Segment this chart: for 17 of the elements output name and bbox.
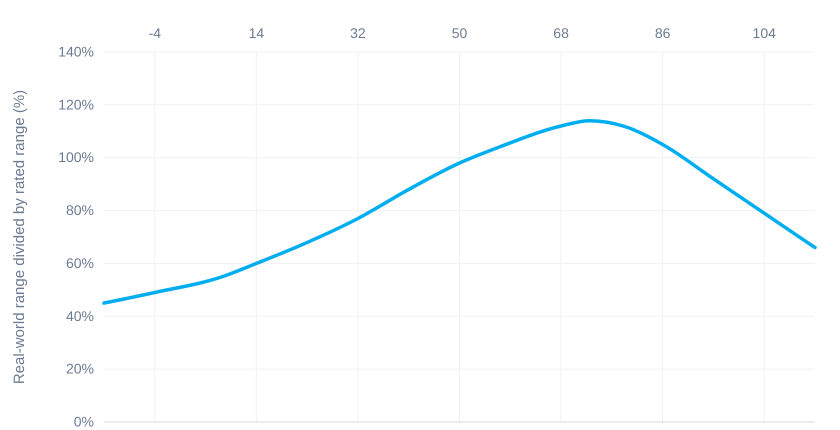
- x-tick-label: -4: [148, 25, 162, 41]
- y-tick-label: 0%: [74, 413, 94, 430]
- y-axis-title: Real-world range divided by rated range (%): [11, 90, 28, 384]
- x-tick-label: 104: [752, 25, 776, 41]
- y-tick-label: 140%: [58, 43, 94, 60]
- x-tick-label: 50: [452, 25, 468, 41]
- x-tick-label: 68: [553, 25, 570, 41]
- y-tick-label: 80%: [66, 202, 94, 218]
- y-tick-label: 60%: [66, 254, 94, 271]
- line-series: [102, 118, 817, 305]
- y-tick-label: 100%: [58, 149, 94, 166]
- x-tick-label: 86: [654, 25, 671, 41]
- x-tick-label: 32: [350, 25, 366, 41]
- x-tick-label: 14: [248, 25, 264, 41]
- y-tick-label: 120%: [58, 96, 94, 112]
- y-tick-label: 40%: [66, 308, 94, 324]
- y-tick-label: 20%: [66, 360, 94, 377]
